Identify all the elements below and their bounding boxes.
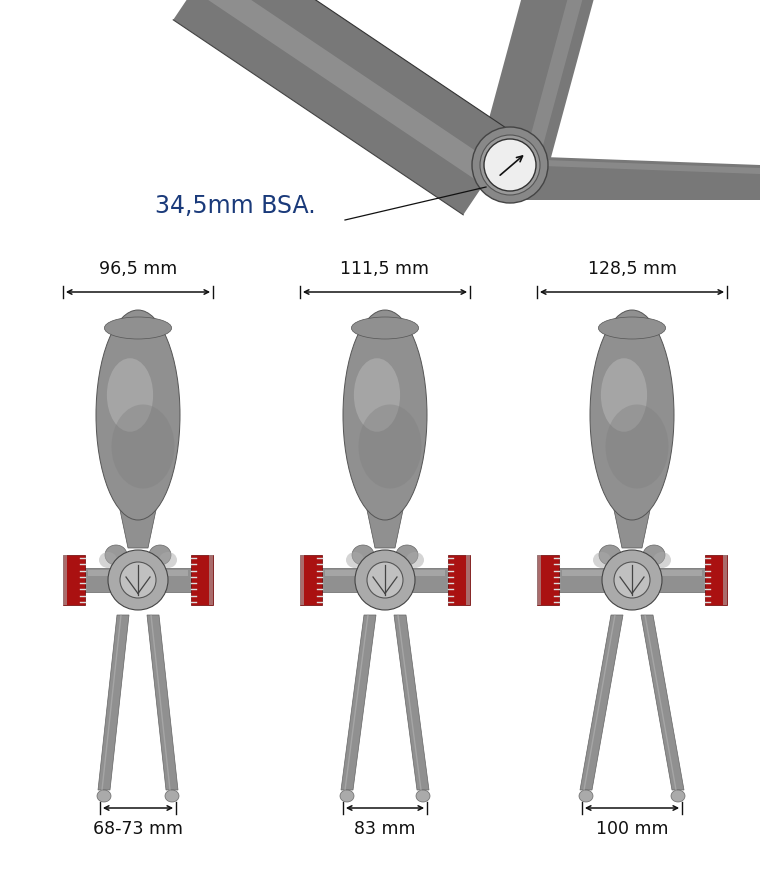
- Polygon shape: [300, 555, 322, 605]
- Ellipse shape: [653, 552, 671, 568]
- Ellipse shape: [105, 545, 127, 565]
- Polygon shape: [341, 615, 376, 790]
- Polygon shape: [367, 510, 403, 548]
- Polygon shape: [120, 510, 156, 548]
- Polygon shape: [641, 615, 684, 790]
- Ellipse shape: [165, 790, 179, 802]
- Polygon shape: [322, 568, 448, 592]
- Ellipse shape: [621, 377, 663, 473]
- Ellipse shape: [599, 545, 621, 565]
- Ellipse shape: [343, 310, 427, 520]
- Polygon shape: [147, 615, 178, 790]
- Ellipse shape: [671, 790, 685, 802]
- Ellipse shape: [374, 377, 416, 473]
- Ellipse shape: [359, 404, 422, 489]
- Polygon shape: [490, 155, 760, 200]
- Polygon shape: [723, 555, 727, 605]
- Text: 111,5 mm: 111,5 mm: [340, 260, 429, 278]
- Polygon shape: [448, 555, 470, 605]
- Polygon shape: [477, 0, 594, 184]
- Ellipse shape: [416, 790, 430, 802]
- Polygon shape: [300, 555, 304, 605]
- Ellipse shape: [97, 790, 111, 802]
- Ellipse shape: [340, 790, 354, 802]
- Circle shape: [120, 562, 156, 598]
- Ellipse shape: [354, 359, 400, 432]
- Ellipse shape: [346, 552, 364, 568]
- Text: 128,5 mm: 128,5 mm: [587, 260, 676, 278]
- Circle shape: [472, 127, 548, 203]
- Ellipse shape: [99, 552, 117, 568]
- Polygon shape: [490, 158, 760, 174]
- Polygon shape: [580, 615, 623, 790]
- Ellipse shape: [590, 310, 674, 520]
- Polygon shape: [562, 570, 702, 576]
- Ellipse shape: [579, 790, 593, 802]
- Ellipse shape: [96, 310, 180, 520]
- Polygon shape: [191, 555, 213, 605]
- Ellipse shape: [127, 377, 169, 473]
- Circle shape: [602, 550, 662, 610]
- Ellipse shape: [406, 552, 424, 568]
- Text: 34,5mm BSA.: 34,5mm BSA.: [155, 194, 315, 218]
- Polygon shape: [63, 555, 85, 605]
- Circle shape: [484, 139, 536, 191]
- Circle shape: [108, 550, 168, 610]
- Circle shape: [367, 562, 403, 598]
- Ellipse shape: [643, 545, 665, 565]
- Ellipse shape: [352, 545, 374, 565]
- Circle shape: [480, 135, 540, 195]
- Polygon shape: [520, 0, 585, 175]
- Polygon shape: [193, 0, 497, 185]
- Polygon shape: [98, 615, 129, 790]
- Polygon shape: [394, 615, 429, 790]
- Polygon shape: [173, 0, 517, 214]
- Ellipse shape: [606, 404, 669, 489]
- Polygon shape: [537, 555, 541, 605]
- Text: 100 mm: 100 mm: [596, 820, 668, 838]
- Polygon shape: [63, 555, 67, 605]
- Polygon shape: [559, 568, 705, 592]
- Circle shape: [355, 550, 415, 610]
- Polygon shape: [209, 555, 213, 605]
- Polygon shape: [325, 570, 445, 576]
- Ellipse shape: [112, 404, 175, 489]
- Ellipse shape: [159, 552, 177, 568]
- Ellipse shape: [593, 552, 611, 568]
- Polygon shape: [614, 510, 650, 548]
- Text: 68-73 mm: 68-73 mm: [93, 820, 183, 838]
- Ellipse shape: [351, 317, 419, 339]
- Polygon shape: [88, 570, 188, 576]
- Text: 83 mm: 83 mm: [354, 820, 416, 838]
- Circle shape: [614, 562, 650, 598]
- Ellipse shape: [396, 545, 418, 565]
- Ellipse shape: [149, 545, 171, 565]
- Ellipse shape: [598, 317, 666, 339]
- Text: 96,5 mm: 96,5 mm: [99, 260, 177, 278]
- Ellipse shape: [104, 317, 172, 339]
- Ellipse shape: [107, 359, 153, 432]
- Ellipse shape: [601, 359, 647, 432]
- Polygon shape: [85, 568, 191, 592]
- Polygon shape: [466, 555, 470, 605]
- Polygon shape: [705, 555, 727, 605]
- Polygon shape: [537, 555, 559, 605]
